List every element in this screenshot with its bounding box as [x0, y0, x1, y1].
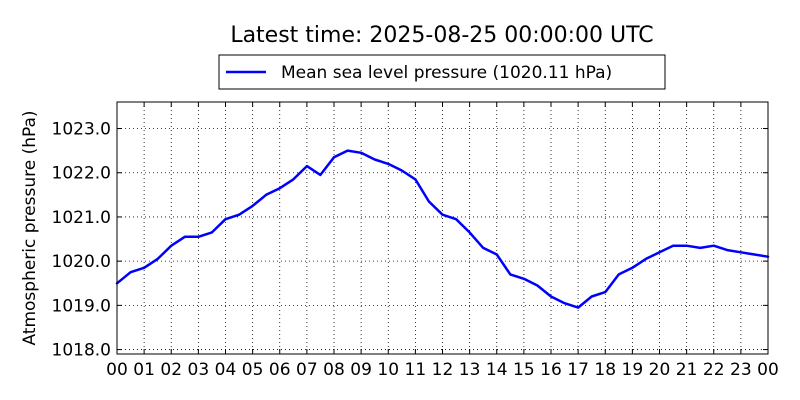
x-tick-label: 15	[513, 360, 535, 380]
x-tick-label: 11	[405, 360, 427, 380]
y-tick-label: 1020.0	[52, 252, 111, 272]
x-tick-label: 06	[269, 360, 291, 380]
x-tick-label: 22	[703, 360, 725, 380]
y-tick-labels: 1018.0 1019.0 1020.0 1021.0 1022.0 1023.0	[52, 120, 111, 361]
x-tick-label: 02	[160, 360, 182, 380]
series-line	[115, 149, 770, 309]
x-tick-label: 20	[649, 360, 671, 380]
x-tick-label: 01	[133, 360, 155, 380]
x-tick-label: 00	[757, 360, 779, 380]
x-tick-label: 07	[296, 360, 318, 380]
legend-label: Mean sea level pressure (1020.11 hPa)	[281, 63, 612, 83]
x-tick-label: 09	[350, 360, 372, 380]
x-tick-label: 19	[622, 360, 644, 380]
series-layer	[115, 149, 770, 309]
y-tick-label: 1022.0	[52, 164, 111, 184]
ticks	[116, 102, 769, 354]
x-tick-label: 10	[377, 360, 399, 380]
x-tick-label: 04	[215, 360, 237, 380]
x-tick-label: 12	[432, 360, 454, 380]
y-tick-label: 1019.0	[52, 296, 111, 316]
x-tick-label: 00	[106, 360, 128, 380]
x-tick-label: 21	[676, 360, 698, 380]
x-tick-label: 13	[459, 360, 481, 380]
x-tick-label: 03	[188, 360, 210, 380]
y-tick-label: 1018.0	[52, 341, 111, 361]
y-tick-label: 1023.0	[52, 120, 111, 140]
plot-frame	[116, 101, 769, 355]
x-tick-label: 17	[567, 360, 589, 380]
x-tick-label: 14	[486, 360, 508, 380]
x-tick-label: 08	[323, 360, 345, 380]
x-tick-labels: 00 01 02 03 04 05 06 07 08 09 10 11 12 13 14 15 16 17 18 19…	[106, 360, 779, 380]
x-tick-label: 23	[730, 360, 752, 380]
chart-title: Latest time: 2025-08-25 00:00:00 UTC	[230, 23, 653, 48]
legend-box	[218, 54, 666, 90]
x-tick-label: 18	[594, 360, 616, 380]
x-tick-label: 16	[540, 360, 562, 380]
y-tick-label: 1021.0	[52, 208, 111, 228]
legend: Mean sea level pressure (1020.11 hPa)	[218, 54, 666, 90]
y-axis-label: Atmospheric pressure (hPa)	[20, 110, 40, 345]
x-tick-label: 05	[242, 360, 264, 380]
